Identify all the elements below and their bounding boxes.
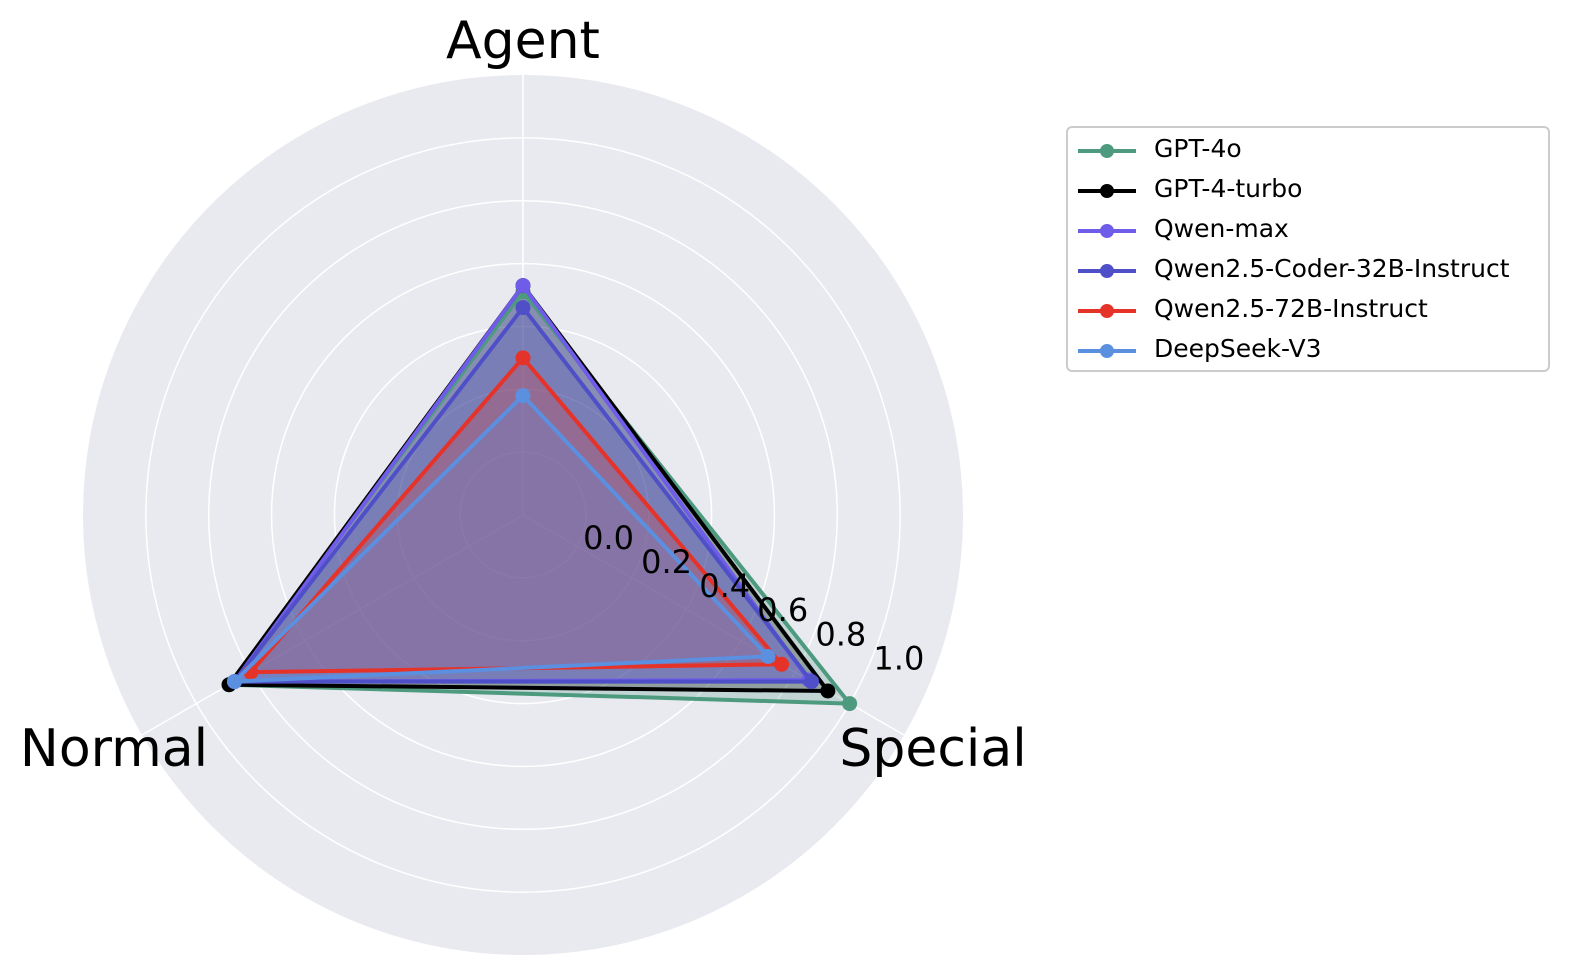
legend-marker — [1100, 184, 1114, 198]
legend-item: GPT-4-turbo — [1068, 170, 1548, 210]
legend-marker — [1100, 304, 1114, 318]
legend: GPT-4o GPT-4-turbo Qwen-max Qwen2.5-Coder-3… — [1066, 126, 1550, 372]
series-layer — [221, 278, 858, 712]
series-fill-0 — [229, 291, 850, 704]
legend-label: DeepSeek-V3 — [1154, 334, 1322, 363]
axis-label-agent: Agent — [446, 11, 600, 71]
r-tick-label: 0.4 — [699, 567, 750, 605]
r-tick-label: 0.6 — [757, 591, 808, 629]
legend-label: Qwen2.5-72B-Instruct — [1154, 294, 1428, 323]
series-5-point-1 — [760, 648, 776, 664]
series-fill-3 — [234, 307, 812, 682]
legend-marker — [1100, 224, 1114, 238]
series-1-point-1 — [820, 683, 836, 699]
legend-item: Qwen-max — [1068, 210, 1548, 250]
axis-labels: Agent Special Normal — [20, 11, 1027, 779]
legend-item: Qwen2.5-72B-Instruct — [1068, 290, 1548, 330]
series-fill-5 — [234, 395, 768, 682]
series-3-point-1 — [804, 674, 820, 690]
legend-marker — [1100, 264, 1114, 278]
series-fill-2 — [234, 285, 809, 682]
legend-label: Qwen2.5-Coder-32B-Instruct — [1154, 254, 1510, 283]
series-5-point-0 — [515, 388, 531, 404]
r-tick-label: 0.8 — [815, 615, 866, 653]
legend-label: GPT-4o — [1154, 134, 1242, 163]
series-4-point-1 — [774, 656, 790, 672]
legend-item: GPT-4o — [1068, 130, 1548, 170]
series-4-point-0 — [515, 350, 531, 366]
series-fill-4 — [250, 357, 782, 673]
series-3-point-0 — [515, 300, 531, 316]
series-fill-1 — [229, 285, 828, 691]
series-line-5 — [229, 392, 773, 684]
axis-label-special: Special — [839, 719, 1026, 779]
series-0-point-1 — [842, 696, 858, 712]
legend-label: GPT-4-turbo — [1154, 174, 1303, 203]
r-tick-label: 1.0 — [873, 639, 924, 677]
grid-spoke-2 — [141, 514, 524, 736]
axis-label-normal: Normal — [20, 719, 208, 779]
radial-tick-labels: 0.00.20.40.60.81.0 — [583, 519, 924, 677]
series-line-3 — [230, 304, 816, 684]
series-2-point-0 — [515, 278, 531, 294]
grid-spoke-1 — [522, 514, 905, 736]
legend-marker — [1100, 344, 1114, 358]
series-5-point-2 — [226, 674, 242, 690]
r-tick-label: 0.2 — [641, 543, 692, 581]
r-tick-label: 0.0 — [583, 519, 634, 557]
legend-label: Qwen-max — [1154, 214, 1289, 243]
legend-item: DeepSeek-V3 — [1068, 330, 1548, 370]
legend-marker — [1100, 144, 1114, 158]
legend-item: Qwen2.5-Coder-32B-Instruct — [1068, 250, 1548, 290]
